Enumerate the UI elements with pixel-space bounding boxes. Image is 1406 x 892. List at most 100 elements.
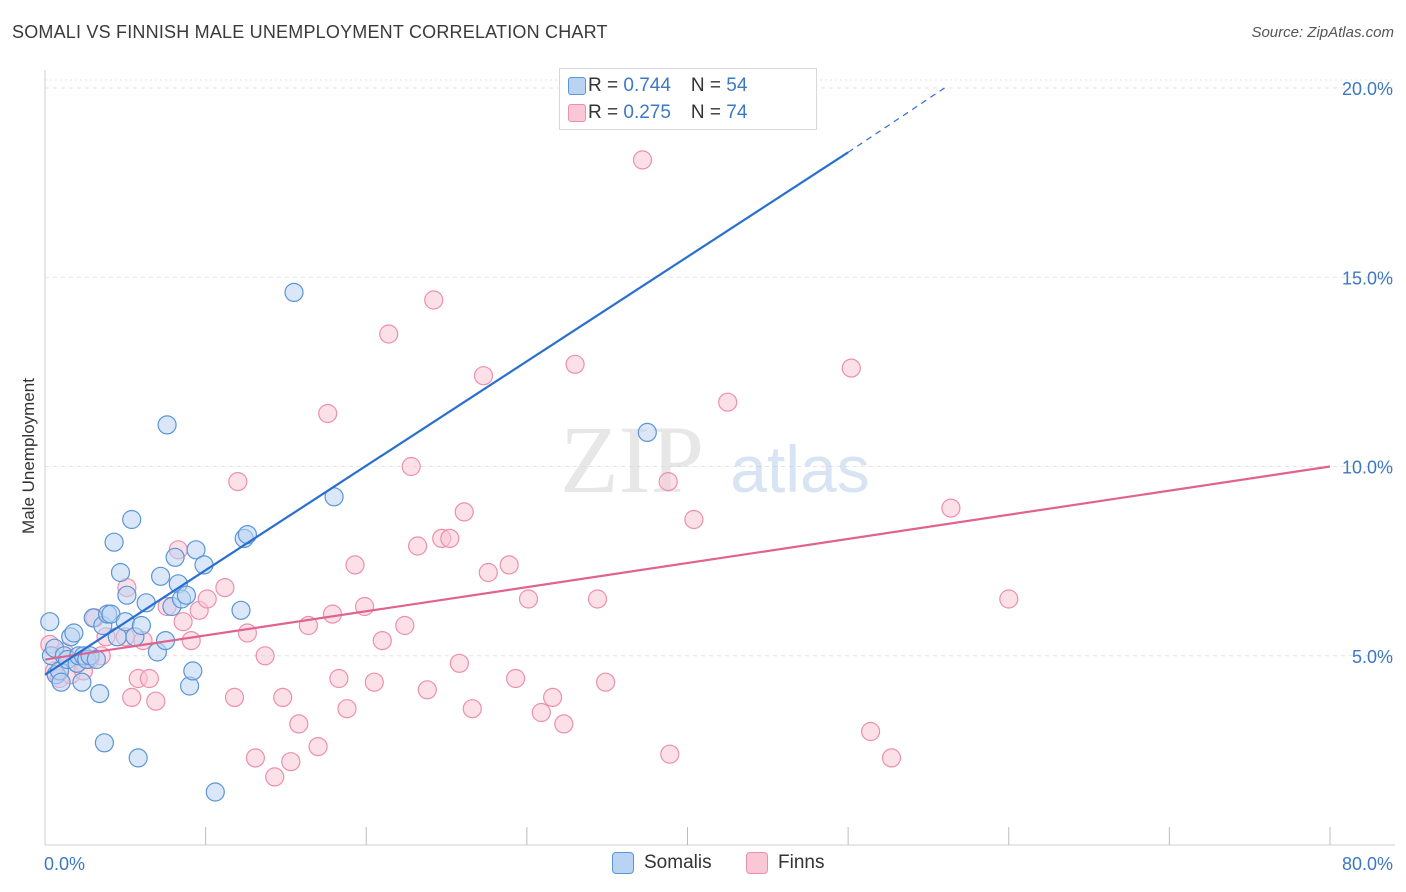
- finn-point: [228, 472, 248, 492]
- somali-point: [157, 415, 177, 435]
- finn-point: [658, 472, 678, 492]
- finn-point: [289, 714, 309, 734]
- finn-point: [322, 604, 343, 624]
- finn-point: [281, 752, 301, 772]
- legend-row-somalis: R = 0.744 N = 54: [568, 74, 748, 98]
- finn-point: [499, 555, 519, 575]
- finn-point: [841, 358, 861, 378]
- finn-point: [408, 536, 428, 556]
- finn-point: [318, 403, 338, 424]
- legend-swatch-somalis: [612, 852, 634, 874]
- chart-title: SOMALI VS FINNISH MALE UNEMPLOYMENT CORR…: [12, 22, 608, 42]
- finn-point: [139, 668, 159, 689]
- finn-point: [718, 392, 738, 412]
- somali-point: [237, 524, 257, 545]
- finns-trend-line: [44, 465, 1331, 661]
- finn-point: [345, 555, 365, 575]
- finn-point: [587, 589, 608, 609]
- finn-point: [364, 672, 384, 692]
- legend-item-finns: Finns: [746, 852, 824, 874]
- somali-point: [89, 683, 110, 704]
- data-points: [40, 85, 1019, 802]
- x-tick-label-min: 0.0%: [44, 854, 85, 874]
- finn-point: [255, 646, 275, 666]
- finn-point: [273, 687, 293, 708]
- finn-point: [531, 702, 551, 723]
- somali-point: [165, 547, 185, 567]
- legend-label-somalis: Somalis: [644, 852, 712, 873]
- somali-point: [72, 672, 92, 692]
- legend-swatch-pink: [568, 104, 586, 122]
- somali-point: [637, 422, 657, 442]
- legend-r-value: 0.744: [623, 75, 671, 96]
- finn-point: [473, 366, 494, 386]
- somalis-trend-extension: [847, 87, 945, 153]
- somali-point: [122, 509, 142, 530]
- legend-n-value: 74: [726, 102, 748, 123]
- finn-point: [181, 630, 201, 651]
- finn-point: [122, 687, 142, 708]
- legend-n-label: N =: [690, 75, 727, 96]
- legend-n-label: N =: [690, 102, 727, 123]
- finn-point: [379, 324, 399, 344]
- somali-point: [104, 532, 124, 552]
- somali-point: [128, 748, 148, 768]
- finn-point: [518, 589, 539, 609]
- legend-r-value: 0.275: [623, 102, 671, 123]
- somali-point: [51, 672, 71, 692]
- somali-point: [94, 733, 115, 753]
- grid: [45, 79, 1395, 657]
- finn-point: [417, 680, 437, 700]
- legend-r-label: R =: [588, 102, 624, 123]
- finn-point: [146, 691, 166, 711]
- finn-point: [395, 615, 415, 636]
- somali-point: [151, 566, 171, 586]
- somali-point: [186, 540, 206, 560]
- stats-legend: R = 0.744 N = 54 R = 0.275 N = 74: [559, 68, 817, 130]
- somali-point: [131, 615, 151, 636]
- finn-point: [632, 150, 653, 170]
- finn-point: [440, 528, 460, 549]
- legend-n-value: 54: [726, 75, 748, 96]
- somali-point: [183, 661, 203, 681]
- x-tick-label-max: 80.0%: [1342, 854, 1393, 874]
- watermark-atlas: atlas: [730, 432, 869, 506]
- finn-point: [554, 714, 574, 734]
- finn-point: [660, 744, 680, 764]
- finn-point: [454, 502, 474, 522]
- finn-point: [173, 612, 193, 632]
- finn-point: [245, 748, 265, 768]
- finn-point: [372, 630, 392, 651]
- tick-labels: 5.0% 10.0% 15.0% 20.0% 0.0% 80.0%: [44, 79, 1393, 874]
- somali-point: [110, 562, 131, 583]
- y-axis-label: Male Unemployment: [19, 378, 38, 534]
- finn-point: [505, 668, 526, 689]
- finn-point: [329, 668, 349, 689]
- watermark: ZIP atlas: [560, 406, 870, 513]
- legend-swatch-blue: [568, 77, 586, 95]
- finn-point: [449, 653, 469, 673]
- finn-point: [881, 748, 902, 768]
- finn-point: [941, 498, 961, 518]
- finn-point: [215, 577, 235, 598]
- finn-point: [337, 699, 357, 719]
- finn-point: [424, 290, 444, 310]
- somali-point: [284, 282, 304, 302]
- finn-point: [462, 699, 482, 719]
- finn-point: [265, 767, 285, 787]
- finn-point: [684, 509, 704, 530]
- trend-lines: [44, 87, 1331, 676]
- finn-point: [595, 672, 616, 692]
- finn-point: [542, 687, 563, 708]
- y-tick-label: 10.0%: [1342, 458, 1393, 478]
- legend-r-label: R =: [588, 75, 624, 96]
- legend-row-finns: R = 0.275 N = 74: [568, 101, 748, 125]
- finn-point: [197, 589, 217, 609]
- finn-point: [237, 623, 257, 643]
- somali-point: [40, 612, 60, 632]
- finn-point: [999, 589, 1019, 609]
- watermark-zip: ZIP: [560, 406, 704, 513]
- somali-point: [86, 649, 107, 670]
- somali-point: [231, 600, 251, 620]
